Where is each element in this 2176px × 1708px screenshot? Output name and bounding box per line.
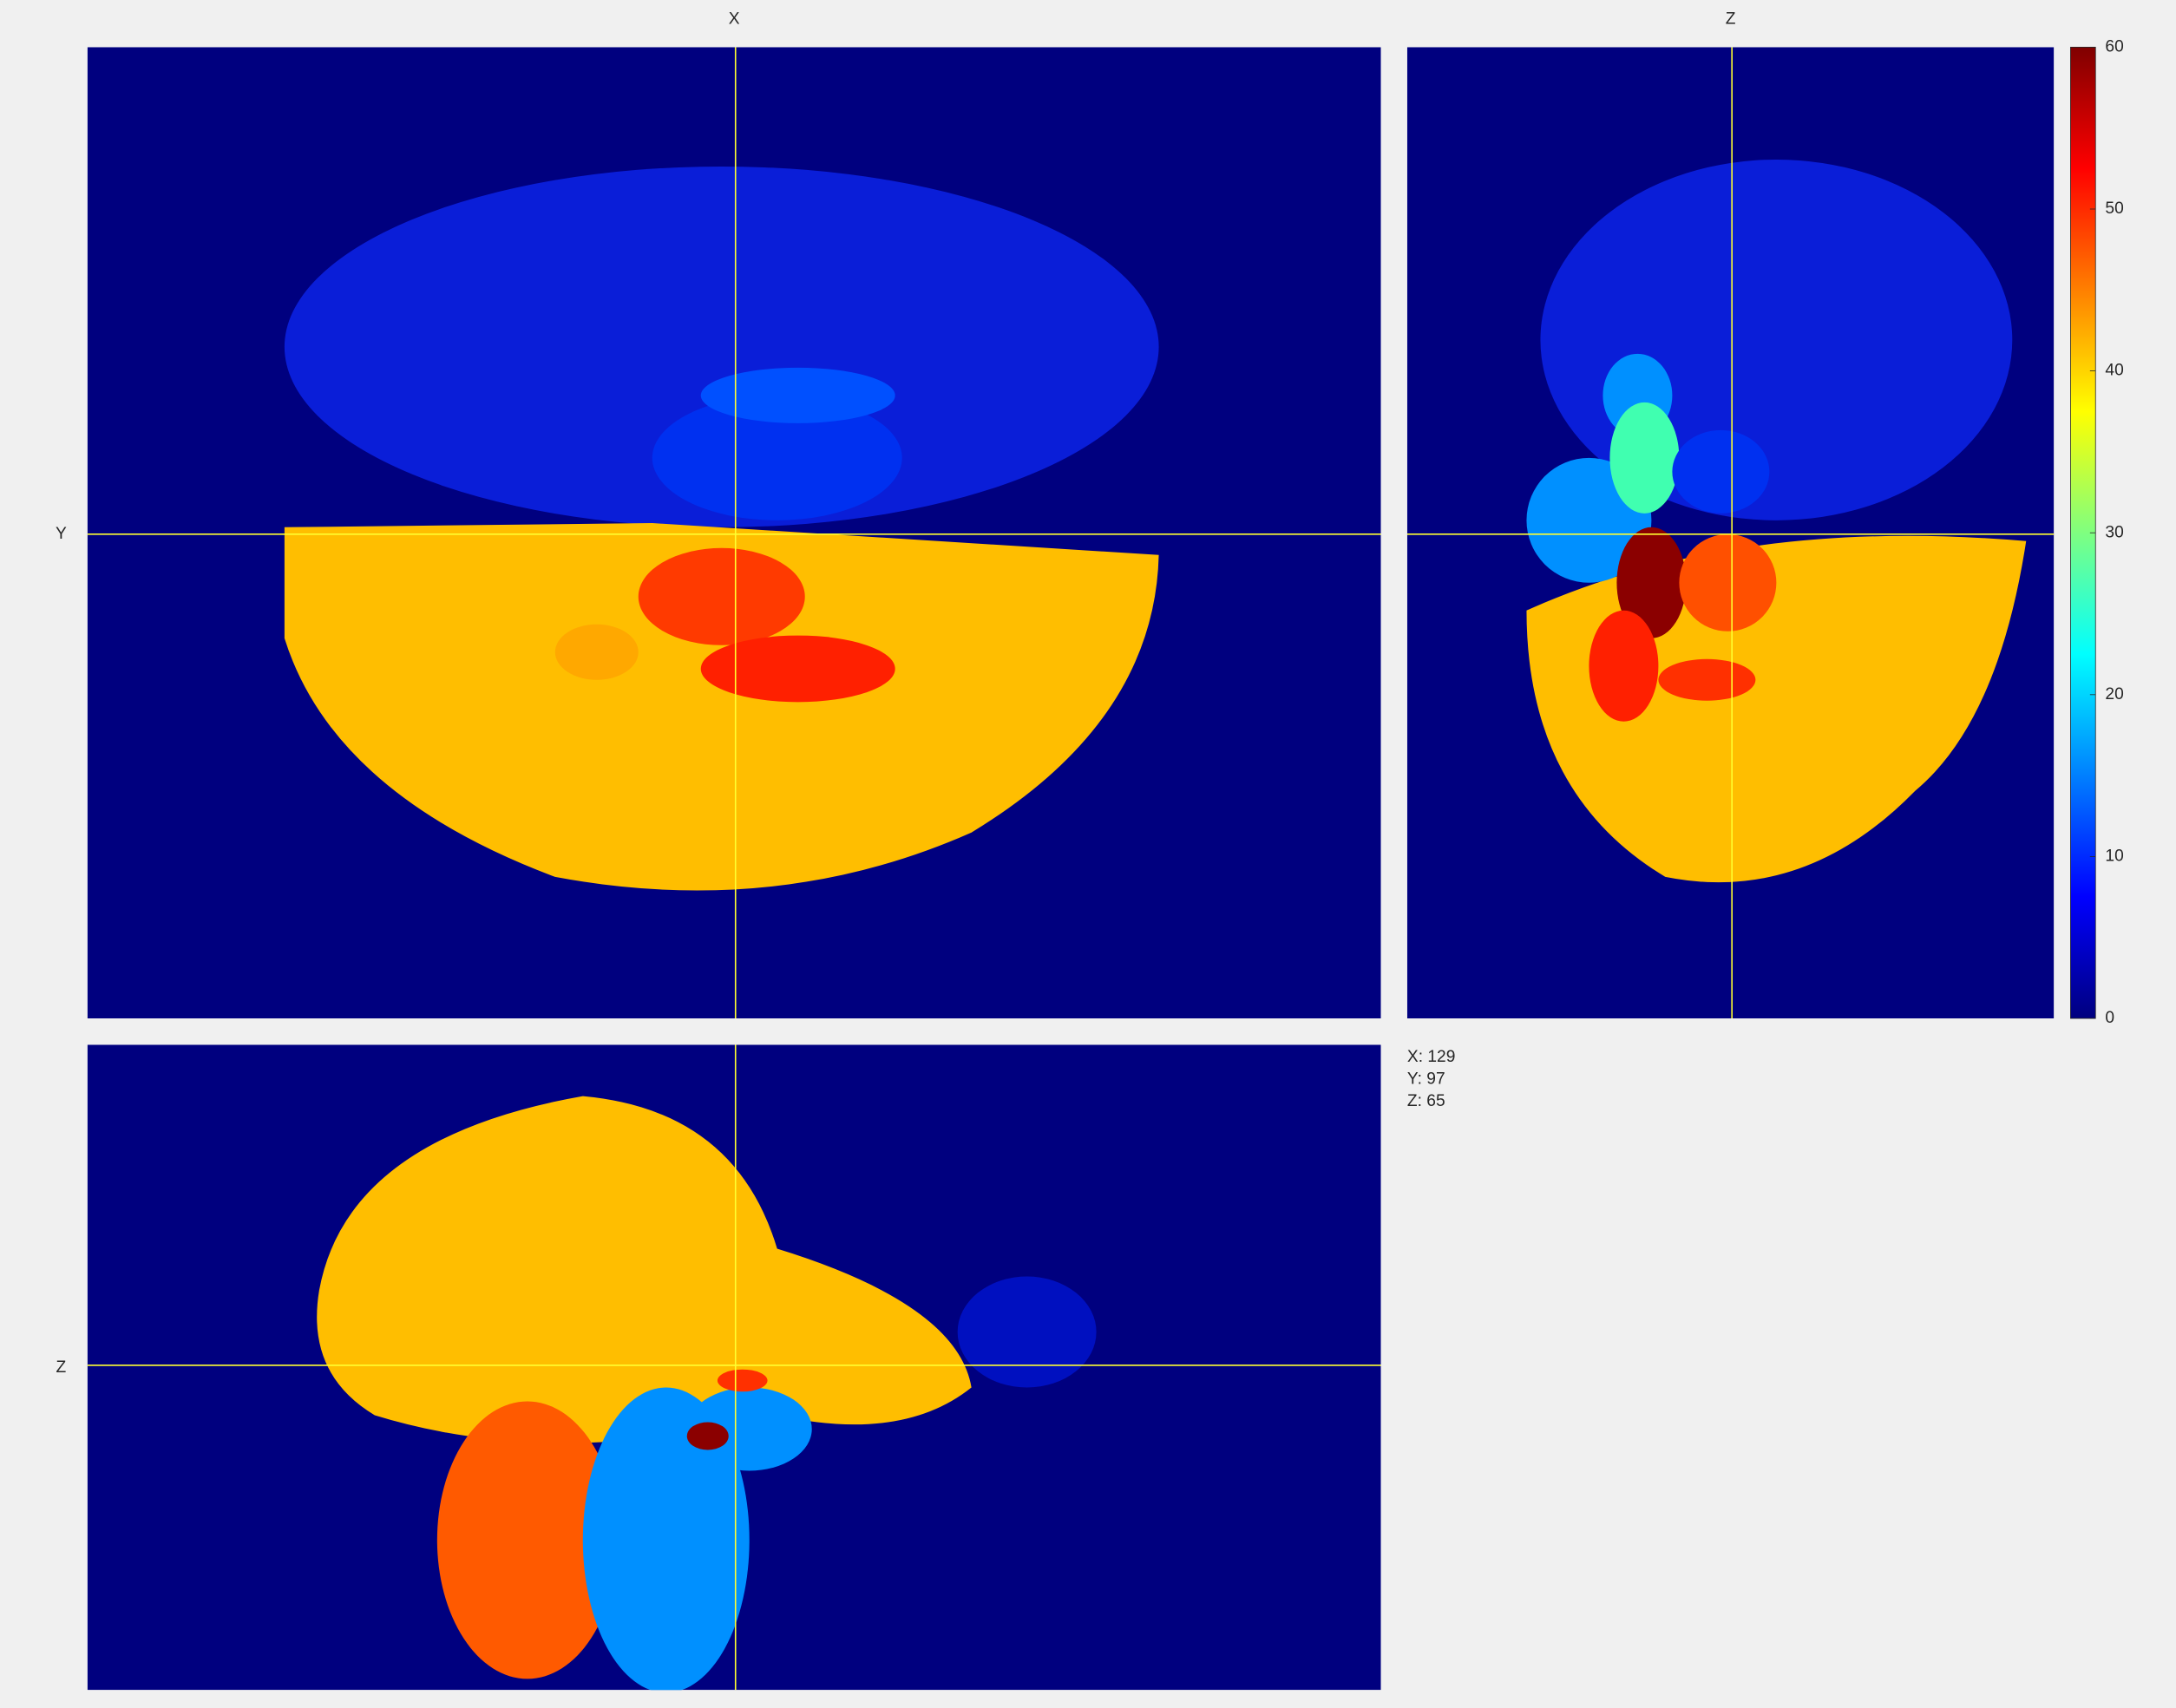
- colorbar-tick-label: 0: [2105, 1009, 2114, 1027]
- view-label: Z: [56, 1358, 67, 1377]
- slice-view[interactable]: [87, 47, 1381, 1019]
- colorbar-tick-label: 30: [2105, 523, 2123, 541]
- readout-line: X: 129: [1407, 1048, 1455, 1066]
- view-label: Y: [56, 525, 67, 543]
- colorbar-tick-label: 40: [2105, 362, 2123, 380]
- colorbar-tick-label: 10: [2105, 847, 2123, 865]
- readout-line: Z: 65: [1407, 1092, 1445, 1110]
- colorbar-tick-label: 20: [2105, 685, 2123, 703]
- colorbar-tick-label: 60: [2105, 37, 2123, 56]
- readout-line: Y: 97: [1407, 1070, 1445, 1088]
- scene: X Z Y Z X: 129 Y: 97 Z: 65 0 10 20 30 40 50 60: [56, 10, 2124, 1692]
- view-label: Z: [1726, 10, 1736, 28]
- colorbar-tick-label: 50: [2105, 200, 2123, 218]
- view-label: X: [729, 10, 740, 28]
- slice-view[interactable]: [87, 1044, 1381, 1692]
- slice-view[interactable]: [1406, 47, 2055, 1019]
